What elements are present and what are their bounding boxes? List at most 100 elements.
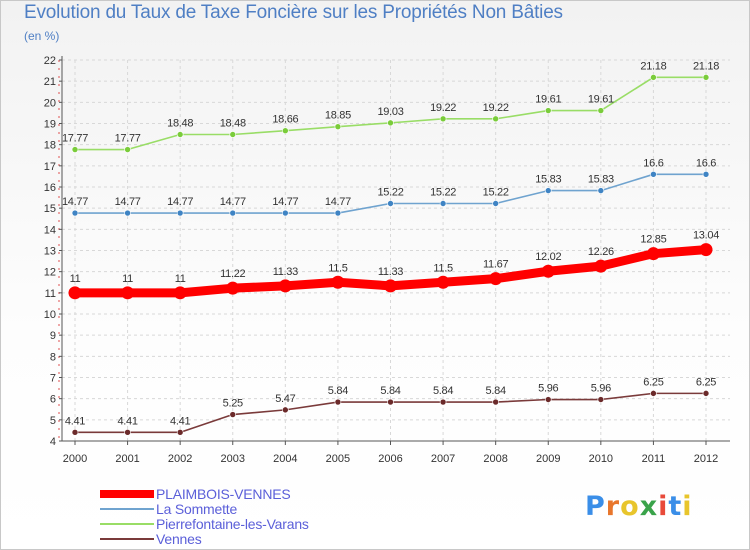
data-point — [124, 146, 131, 153]
data-label: 11 — [175, 273, 186, 285]
data-point — [71, 146, 79, 153]
legend-item-pierrefontaine-les-varans: Pierrefontaine-les-Varans — [100, 516, 309, 532]
data-point — [71, 429, 79, 436]
data-label: 19.61 — [588, 94, 614, 106]
data-point — [334, 209, 342, 217]
data-point — [282, 406, 289, 414]
data-point — [278, 279, 292, 293]
x-tick-label: 2004 — [273, 453, 297, 465]
data-point — [492, 115, 499, 123]
data-point — [121, 286, 135, 300]
logo-letter: i — [658, 491, 669, 522]
data-point — [702, 171, 710, 178]
data-point — [544, 107, 552, 114]
data-point — [439, 398, 447, 406]
data-point — [597, 396, 605, 403]
y-tick-label: 19 — [44, 119, 56, 131]
data-label: 5.84 — [433, 385, 453, 397]
data-point — [650, 74, 657, 81]
y-tick-label: 12 — [44, 267, 56, 279]
data-label: 15.83 — [535, 174, 561, 186]
data-point — [387, 200, 394, 207]
data-point — [124, 429, 131, 436]
data-point — [544, 396, 552, 403]
data-point — [699, 243, 713, 257]
data-point — [229, 411, 237, 418]
data-point — [334, 123, 342, 130]
data-label: 16.6 — [696, 157, 716, 169]
y-tick-label: 5 — [50, 415, 56, 427]
data-point — [387, 119, 394, 127]
legend-item-la-sommette: La Sommette — [100, 500, 309, 517]
x-tick-label: 2009 — [536, 453, 560, 465]
legend-label-la-sommette: La Sommette — [156, 500, 238, 517]
data-label: 11.67 — [483, 259, 508, 271]
legend-item-vennes: Vennes — [100, 531, 309, 547]
x-tick-label: 2007 — [431, 453, 455, 465]
chart-title: Evolution du Taux de Taxe Foncière sur l… — [24, 2, 563, 23]
data-point — [173, 286, 187, 300]
y-tick-label: 6 — [50, 394, 56, 406]
data-label: 4.41 — [170, 415, 190, 427]
data-point — [489, 272, 503, 286]
data-label: 12.02 — [535, 251, 561, 263]
y-tick-label: 11 — [45, 288, 56, 300]
x-tick-label: 2012 — [694, 453, 718, 465]
logo-letter: P — [585, 491, 606, 522]
data-label: 15.22 — [377, 187, 403, 199]
y-tick-label: 9 — [50, 330, 56, 342]
data-label: 21.18 — [640, 60, 666, 72]
logo-letter: x — [639, 491, 659, 522]
data-point — [702, 390, 710, 397]
series-vennes: 4.41 4.41 4.41 5.25 5.47 5.84 5.84 5.84 5.84 5.96… — [65, 376, 717, 436]
data-label: 4.41 — [65, 415, 85, 427]
x-tick-label: 2002 — [168, 453, 192, 465]
x-tick-label: 2001 — [115, 453, 139, 465]
data-label: 14.77 — [272, 196, 298, 208]
y-tick-label: 4 — [50, 436, 56, 448]
x-tick-label: 2003 — [221, 453, 245, 465]
data-point — [71, 209, 79, 217]
data-label: 15.22 — [483, 187, 509, 199]
data-point — [176, 209, 184, 217]
data-label: 12.26 — [588, 246, 614, 258]
data-label: 19.03 — [377, 106, 403, 118]
data-point — [597, 187, 605, 194]
data-point — [594, 259, 608, 273]
y-tick-label: 10 — [44, 309, 56, 321]
logo-letter: o — [620, 491, 640, 522]
data-label: 5.84 — [486, 385, 506, 397]
data-label: 5.47 — [275, 393, 295, 405]
data-label: 14.77 — [220, 196, 246, 208]
data-point — [439, 200, 447, 207]
data-label: 5.25 — [223, 398, 243, 410]
chart-unit-label: (en %) — [24, 29, 60, 43]
data-point — [650, 171, 657, 178]
data-label: 11.22 — [220, 268, 245, 280]
series-plaimbois-vennes: 11 11 11 11.22 11.33 11.5 11.33 11.5 11.67 12.02 1… — [68, 230, 719, 300]
proxiti-logo: Proxiti — [585, 491, 693, 522]
data-point — [702, 74, 710, 81]
data-point — [176, 429, 184, 436]
data-label: 11.5 — [433, 262, 453, 274]
data-label: 17.77 — [115, 133, 141, 145]
data-point — [334, 398, 342, 406]
legend-label-plaimbois-vennes: PLAIMBOIS-VENNES — [156, 485, 291, 502]
data-label: 15.83 — [588, 174, 614, 186]
y-tick-label: 15 — [44, 203, 56, 215]
data-point — [544, 187, 552, 194]
data-label: 4.41 — [117, 415, 137, 427]
x-tick-label: 2011 — [642, 453, 666, 465]
data-point — [541, 264, 555, 278]
data-label: 5.84 — [328, 385, 348, 397]
y-tick-label: 8 — [50, 351, 56, 363]
logo-letter: i — [682, 491, 693, 522]
series-la-sommette: 14.77 14.77 14.77 14.77 14.77 14.77 15.22 15.22… — [62, 157, 717, 217]
data-label: 18.66 — [272, 114, 298, 126]
data-point — [282, 209, 289, 217]
y-tick-label: 22 — [44, 55, 56, 67]
legend-swatch-la-sommette — [100, 507, 154, 510]
data-label: 15.22 — [430, 187, 456, 199]
data-point — [68, 286, 82, 300]
data-label: 11 — [122, 273, 133, 285]
